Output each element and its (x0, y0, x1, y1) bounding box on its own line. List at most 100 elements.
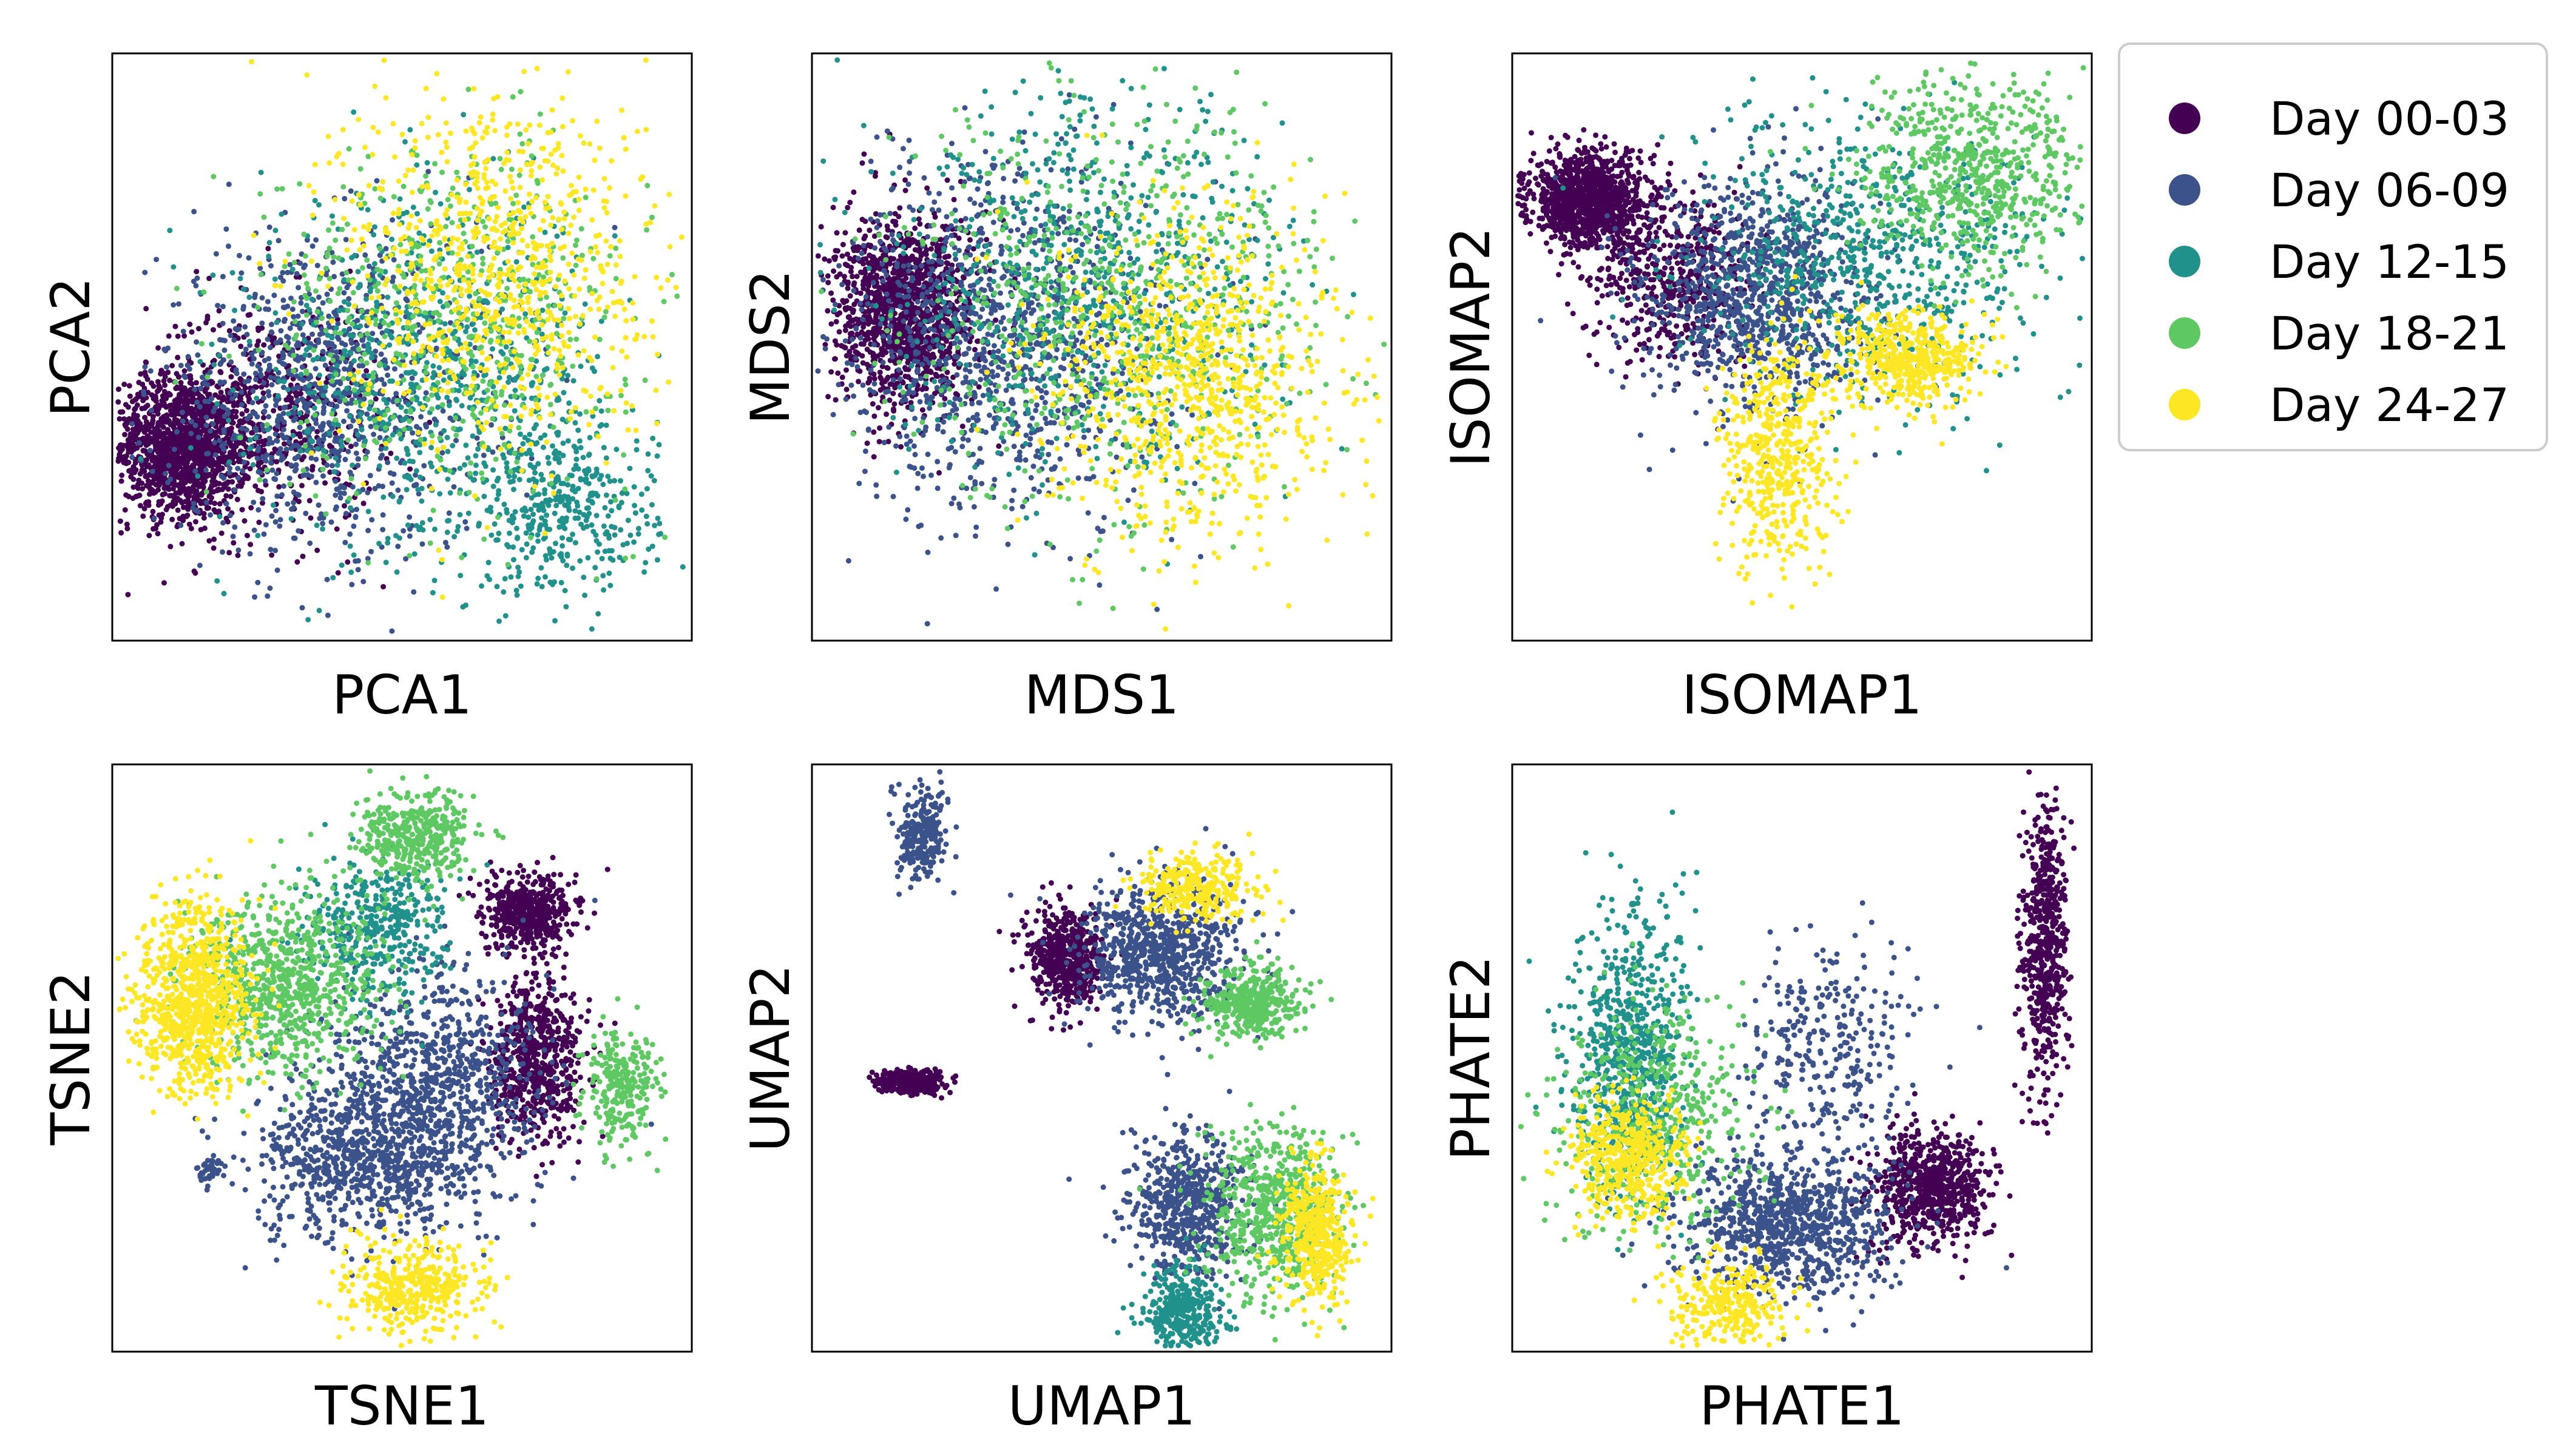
scatter-point (147, 486, 154, 492)
scatter-point (201, 402, 208, 408)
scatter-point (437, 240, 443, 246)
scatter-point (232, 524, 238, 530)
scatter-point (565, 482, 571, 488)
scatter-point (141, 392, 147, 397)
scatter-point (539, 500, 545, 507)
scatter-point (198, 492, 205, 498)
scatter-point (152, 426, 158, 432)
scatter-point (193, 519, 198, 525)
scatter-point (294, 332, 300, 338)
scatter-point (360, 265, 365, 271)
scatter-point (385, 540, 391, 546)
scatter-point (203, 422, 209, 428)
scatter-point (404, 324, 410, 330)
scatter-point (380, 512, 386, 518)
scatter-point (552, 303, 558, 308)
scatter-point (550, 424, 556, 430)
scatter-point (367, 406, 373, 412)
scatter-point (296, 528, 302, 534)
scatter-point (382, 362, 388, 368)
scatter-point (374, 440, 380, 445)
scatter-point (529, 456, 535, 462)
scatter-point (257, 265, 263, 271)
scatter-point (118, 448, 123, 454)
scatter-point (579, 252, 585, 258)
scatter-point (342, 196, 348, 201)
scatter-point (274, 459, 280, 465)
scatter-point (593, 576, 600, 582)
scatter-point (366, 373, 371, 379)
scatter-point (271, 408, 277, 414)
scatter-point (140, 448, 146, 454)
scatter-point (188, 431, 194, 436)
scatter-point (407, 514, 413, 520)
scatter-point (362, 437, 368, 443)
scatter-point (124, 525, 130, 531)
scatter-point (350, 289, 356, 295)
scatter-point (302, 292, 308, 298)
scatter-point (414, 423, 419, 430)
scatter-point (291, 298, 297, 305)
scatter-point (248, 542, 254, 547)
scatter-point (567, 337, 573, 343)
scatter-point (298, 371, 304, 377)
scatter-point (569, 473, 575, 479)
scatter-point (440, 290, 445, 296)
scatter-point (384, 328, 390, 334)
scatter-point (484, 573, 490, 579)
scatter-point (539, 584, 545, 590)
scatter-point (316, 399, 322, 405)
scatter-point (335, 422, 341, 428)
scatter-point (645, 468, 651, 474)
scatter-point (210, 421, 216, 427)
scatter-point (342, 366, 348, 372)
scatter-point (428, 485, 434, 491)
scatter-point (504, 285, 510, 291)
scatter-point (462, 462, 467, 468)
scatter-point (576, 438, 583, 444)
scatter-point (524, 161, 530, 167)
scatter-point (496, 618, 502, 624)
scatter-point (554, 233, 560, 239)
scatter-point (418, 414, 424, 420)
scatter-point (161, 389, 167, 394)
scatter-point (405, 290, 411, 296)
scatter-point (335, 570, 341, 576)
scatter-point (274, 471, 280, 476)
scatter-point (137, 423, 143, 430)
scatter-point (288, 462, 294, 468)
scatter-point (508, 195, 514, 201)
scatter-point (481, 453, 487, 459)
scatter-point (298, 300, 304, 306)
scatter-point (534, 440, 540, 446)
scatter-point (264, 467, 270, 473)
scatter-point (189, 393, 195, 399)
scatter-point (461, 112, 467, 118)
scatter-point (601, 314, 607, 320)
scatter-point (162, 374, 168, 380)
scatter-point (162, 393, 168, 399)
scatter-point (313, 237, 319, 243)
scatter-point (166, 333, 172, 339)
scatter-point (410, 396, 416, 402)
scatter-point (612, 477, 617, 484)
scatter-point (330, 220, 336, 226)
scatter-point (175, 374, 181, 380)
scatter-point (578, 445, 584, 451)
scatter-point (472, 327, 478, 333)
scatter-point (392, 366, 397, 372)
cluster-day-06-09 (129, 169, 618, 634)
scatter-point (405, 474, 411, 480)
scatter-point (549, 480, 554, 487)
scatter-point (188, 386, 194, 393)
scatter-point (439, 149, 445, 155)
scatter-point (470, 364, 476, 370)
scatter-point (313, 479, 319, 485)
scatter-point (542, 518, 548, 524)
scatter-point (549, 336, 555, 342)
scatter-point (336, 428, 342, 434)
scatter-point (308, 318, 314, 323)
scatter-point (338, 438, 344, 444)
scatter-point (560, 440, 566, 447)
scatter-point (504, 272, 510, 277)
